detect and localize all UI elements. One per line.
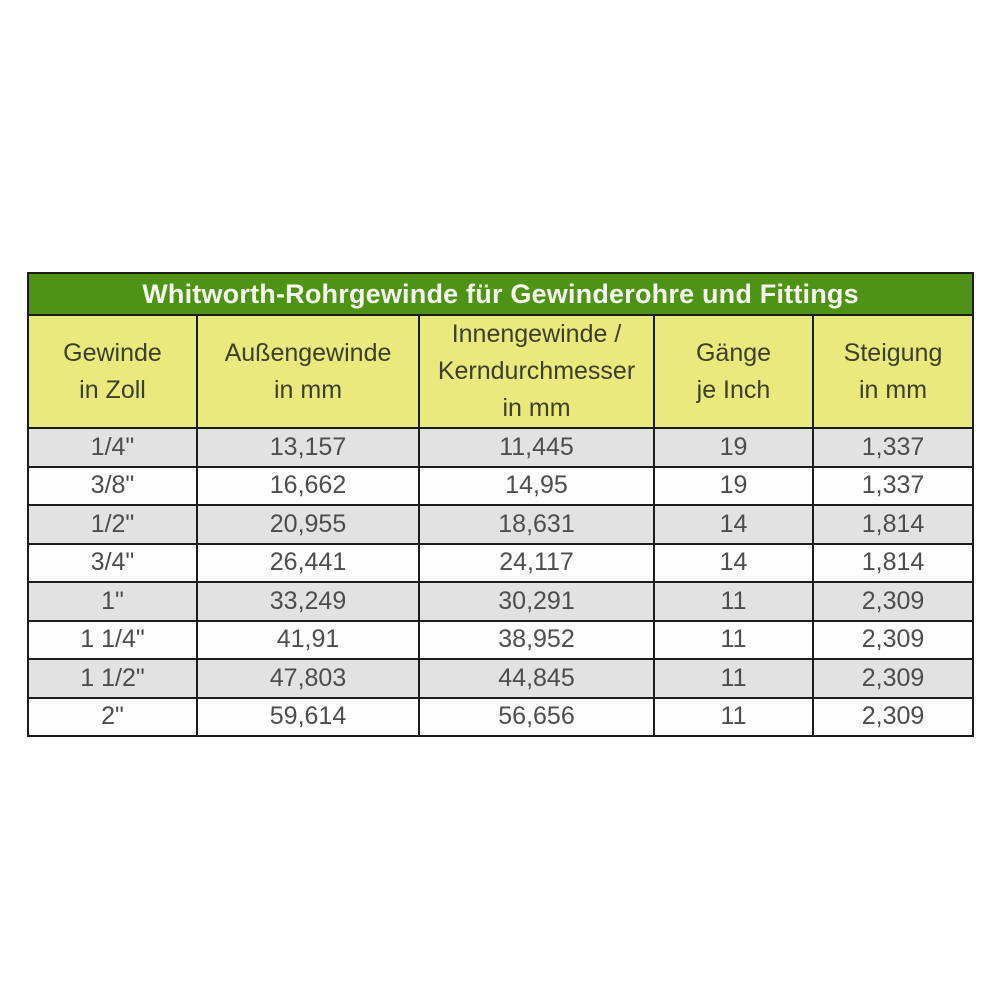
table-row: 3/8" 16,662 14,95 19 1,337 [27, 465, 975, 506]
cell-aussengewinde: 26,441 [196, 542, 420, 583]
table-row: 1 1/4" 41,91 38,952 11 2,309 [27, 619, 975, 660]
cell-innengewinde: 44,845 [418, 658, 655, 699]
cell-gaenge: 11 [653, 581, 814, 622]
cell-innengewinde: 18,631 [418, 504, 655, 545]
cell-steigung: 2,309 [811, 581, 975, 622]
cell-aussengewinde: 20,955 [196, 504, 420, 545]
table-title: Whitworth-Rohrgewinde für Gewinderohre u… [26, 272, 975, 316]
cell-steigung: 2,309 [811, 619, 975, 660]
cell-gewinde: 1" [27, 581, 198, 622]
cell-aussengewinde: 33,249 [196, 581, 420, 622]
cell-gewinde: 3/8" [27, 465, 198, 506]
cell-gewinde: 2" [27, 696, 198, 737]
cell-gaenge: 11 [653, 696, 814, 737]
table-title-row: Whitworth-Rohrgewinde für Gewinderohre u… [26, 272, 975, 316]
cell-innengewinde: 30,291 [418, 581, 655, 622]
cell-innengewinde: 24,117 [418, 542, 655, 583]
cell-gaenge: 11 [653, 619, 814, 660]
table-row: 1/2" 20,955 18,631 14 1,814 [27, 504, 975, 545]
cell-aussengewinde: 41,91 [196, 619, 420, 660]
cell-gewinde: 1 1/2" [27, 658, 198, 699]
cell-gaenge: 19 [653, 465, 814, 506]
cell-gaenge: 14 [653, 504, 814, 545]
cell-innengewinde: 56,656 [418, 696, 655, 737]
cell-aussengewinde: 13,157 [196, 427, 420, 468]
cell-steigung: 2,309 [811, 658, 975, 699]
cell-steigung: 1,814 [811, 504, 975, 545]
table-row: 1 1/2" 47,803 44,845 11 2,309 [27, 658, 975, 699]
cell-innengewinde: 38,952 [418, 619, 655, 660]
table-row: 3/4" 26,441 24,117 14 1,814 [27, 542, 975, 583]
cell-gaenge: 11 [653, 658, 814, 699]
column-header-steigung: Steigung in mm [811, 314, 975, 429]
column-header-gewinde-in-zoll: Gewinde in Zoll [27, 314, 198, 429]
cell-gaenge: 19 [653, 427, 814, 468]
table-row: 1" 33,249 30,291 11 2,309 [27, 581, 975, 622]
cell-innengewinde: 14,95 [418, 465, 655, 506]
cell-innengewinde: 11,445 [418, 427, 655, 468]
column-header-gaenge-je-inch: Gänge je Inch [653, 314, 814, 429]
cell-steigung: 1,337 [811, 427, 975, 468]
table-row: 1/4" 13,157 11,445 19 1,337 [27, 427, 975, 468]
whitworth-thread-table: Whitworth-Rohrgewinde für Gewinderohre u… [26, 272, 975, 737]
cell-aussengewinde: 59,614 [196, 696, 420, 737]
table-header-row: Gewinde in Zoll Außengewinde in mm Innen… [27, 314, 975, 429]
cell-gewinde: 1/4" [27, 427, 198, 468]
cell-gewinde: 3/4" [27, 542, 198, 583]
column-header-aussengewinde: Außengewinde in mm [196, 314, 420, 429]
column-header-innengewinde-kerndurchmesser: Innengewinde / Kerndurchmesser in mm [418, 314, 655, 429]
cell-aussengewinde: 16,662 [196, 465, 420, 506]
cell-steigung: 2,309 [811, 696, 975, 737]
cell-gewinde: 1 1/4" [27, 619, 198, 660]
cell-aussengewinde: 47,803 [196, 658, 420, 699]
cell-gewinde: 1/2" [27, 504, 198, 545]
table-row: 2" 59,614 56,656 11 2,309 [27, 696, 975, 737]
cell-gaenge: 14 [653, 542, 814, 583]
cell-steigung: 1,814 [811, 542, 975, 583]
cell-steigung: 1,337 [811, 465, 975, 506]
